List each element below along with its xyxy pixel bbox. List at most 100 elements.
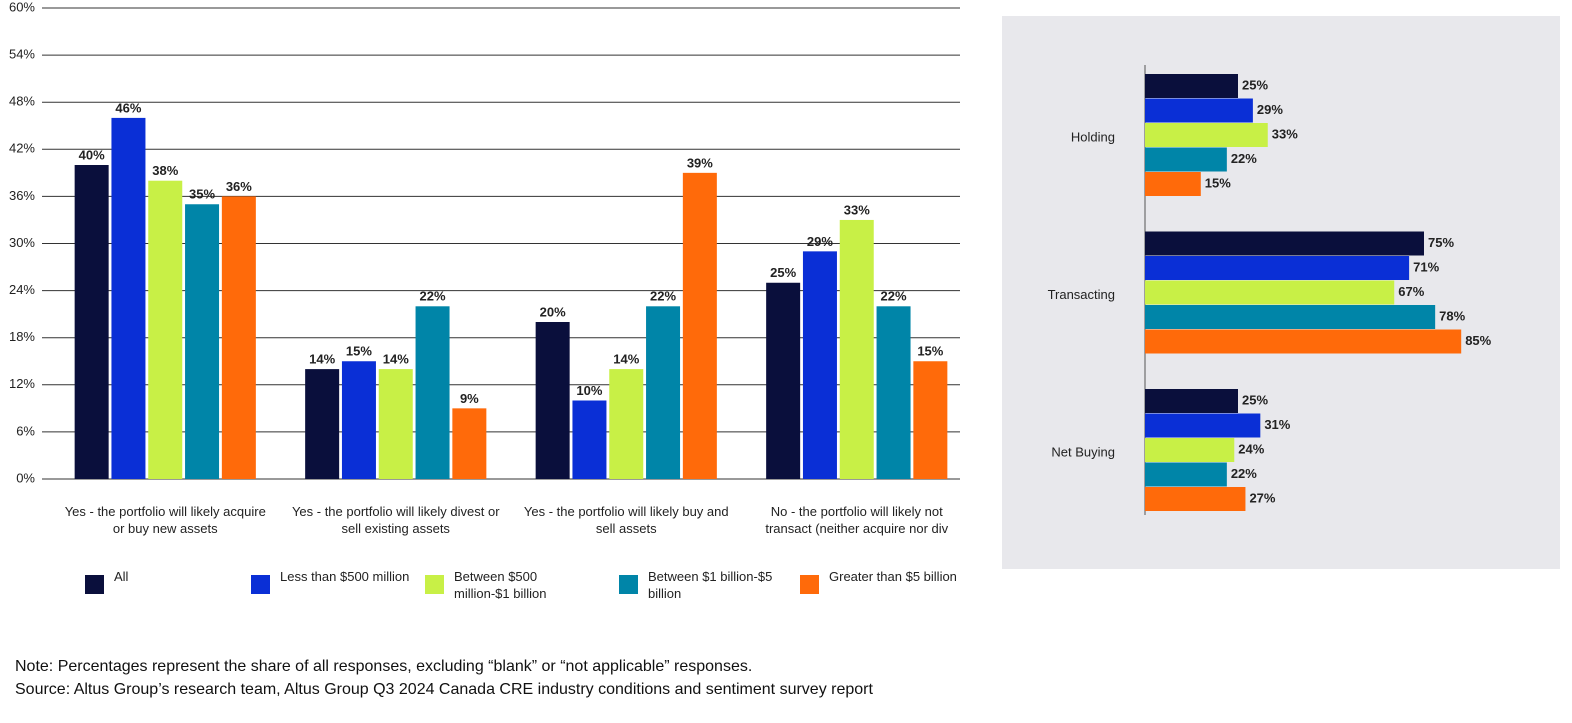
value-label: 36% xyxy=(226,179,252,194)
bar xyxy=(1145,74,1238,98)
bar xyxy=(1145,172,1201,196)
x-tick-label: Yes - the portfolio will likely buy and … xyxy=(523,504,729,536)
source: Source: Altus Group’s research team, Alt… xyxy=(15,681,873,698)
value-label: 75% xyxy=(1428,235,1454,250)
value-label: 46% xyxy=(115,100,141,115)
value-label: 10% xyxy=(576,383,602,398)
y-tick-label: 60% xyxy=(9,0,35,14)
y-tick-label: 18% xyxy=(9,329,35,344)
value-label: 22% xyxy=(881,289,907,304)
value-label: 15% xyxy=(917,344,943,359)
y-tick-label: 24% xyxy=(9,282,35,297)
value-label: 29% xyxy=(807,234,833,249)
bar xyxy=(378,369,413,479)
bar xyxy=(876,306,911,479)
value-label: 27% xyxy=(1249,490,1275,505)
x-tick-label: Yes - the portfolio will likely acquire … xyxy=(64,504,266,536)
legend-swatch xyxy=(800,575,819,594)
value-label: 20% xyxy=(540,304,566,319)
bar xyxy=(1145,462,1227,487)
bar xyxy=(572,400,607,479)
y-tick-label: 0% xyxy=(16,470,35,485)
value-label: 25% xyxy=(1242,392,1268,407)
x-tick-label: No - the portfolio will likely not trans… xyxy=(765,504,949,536)
value-label: 35% xyxy=(189,187,215,202)
y-tick-label: 54% xyxy=(9,47,35,62)
value-label: 38% xyxy=(152,163,178,178)
bar xyxy=(1145,438,1235,462)
value-label: 29% xyxy=(1257,102,1283,117)
bar xyxy=(1145,256,1410,280)
bar xyxy=(1145,305,1436,329)
bar xyxy=(609,369,644,479)
value-label: 14% xyxy=(309,352,335,367)
bar xyxy=(913,361,948,479)
note: Note: Percentages represent the share of… xyxy=(15,658,753,675)
bar xyxy=(148,180,183,479)
value-label: 15% xyxy=(346,344,372,359)
value-label: 14% xyxy=(383,352,409,367)
value-label: 31% xyxy=(1264,417,1290,432)
bar xyxy=(74,165,109,479)
bar xyxy=(1145,389,1238,413)
x-tick-label: Yes - the portfolio will likely divest o… xyxy=(291,504,500,536)
value-label: 71% xyxy=(1413,259,1439,274)
y-tick-label: 6% xyxy=(16,423,35,438)
y-tick-label: Net Buying xyxy=(1051,444,1115,459)
legend-swatch xyxy=(425,575,444,594)
value-label: 33% xyxy=(1272,126,1298,141)
bar xyxy=(221,196,256,479)
bar xyxy=(341,361,376,479)
y-tick-label: 30% xyxy=(9,235,35,250)
y-tick-label: 12% xyxy=(9,376,35,391)
value-label: 25% xyxy=(1242,77,1268,92)
bar xyxy=(535,322,570,479)
legend-swatch xyxy=(85,575,104,594)
bar xyxy=(452,408,487,479)
legend-label: Greater than $5 billion xyxy=(829,569,957,584)
value-label: 22% xyxy=(650,289,676,304)
bar xyxy=(839,219,874,479)
legend-label: All xyxy=(114,569,129,584)
value-label: 22% xyxy=(1231,466,1257,481)
bar xyxy=(305,369,340,479)
y-tick-label: 48% xyxy=(9,94,35,109)
value-label: 33% xyxy=(844,202,870,217)
y-tick-label: Holding xyxy=(1071,129,1115,144)
value-label: 85% xyxy=(1465,333,1491,348)
value-label: 24% xyxy=(1238,441,1264,456)
legend-label: Between $1 billion-$5 billion xyxy=(648,569,773,601)
bar xyxy=(646,306,681,479)
value-label: 78% xyxy=(1439,308,1465,323)
y-tick-label: 36% xyxy=(9,188,35,203)
value-label: 22% xyxy=(1231,151,1257,166)
value-label: 14% xyxy=(613,352,639,367)
value-label: 39% xyxy=(687,155,713,170)
bar xyxy=(1145,147,1227,172)
bar xyxy=(1145,329,1462,354)
value-label: 9% xyxy=(460,391,479,406)
bar xyxy=(185,204,220,479)
value-label: 15% xyxy=(1205,175,1231,190)
bar xyxy=(1145,231,1424,256)
bar xyxy=(1145,123,1268,147)
value-label: 40% xyxy=(79,147,105,162)
legend-swatch xyxy=(619,575,638,594)
bar xyxy=(1145,413,1261,438)
category-labels: Yes - the portfolio will likely acquire … xyxy=(0,0,960,560)
bar xyxy=(682,172,717,479)
bar xyxy=(415,306,450,479)
bar xyxy=(1145,280,1395,305)
value-label: 22% xyxy=(420,289,446,304)
bar xyxy=(1145,487,1246,511)
legend-label: Less than $500 million xyxy=(280,569,410,584)
bar xyxy=(802,251,837,479)
y-tick-label: Transacting xyxy=(1048,287,1115,302)
legend-label: Between $500 million-$1 billion xyxy=(454,569,547,601)
value-label: 25% xyxy=(770,265,796,280)
bar xyxy=(766,282,801,479)
y-tick-label: 42% xyxy=(9,141,35,156)
bar xyxy=(111,117,146,480)
